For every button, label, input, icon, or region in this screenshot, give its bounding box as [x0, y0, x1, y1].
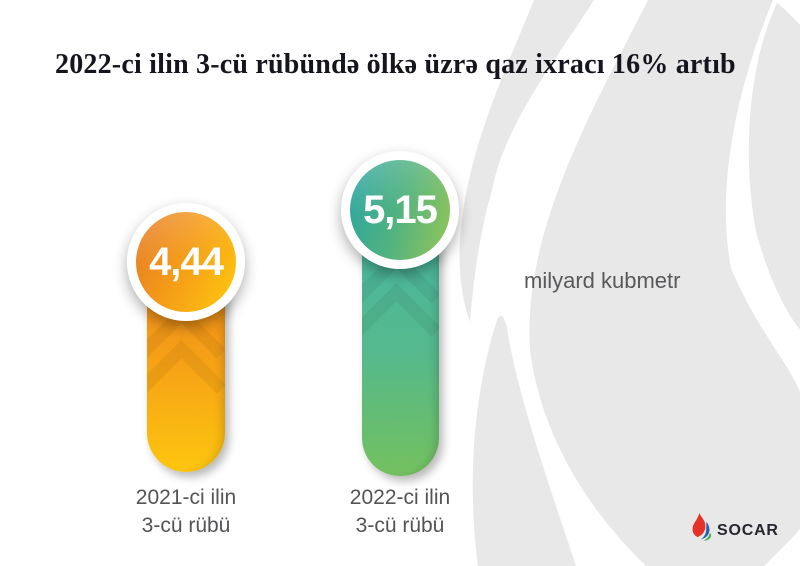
bar-label-2022-line2: 3-cü rübü: [355, 514, 445, 537]
flame-petal-left-blob: [472, 315, 576, 566]
bar-label-2021: 2021-ci ilin 3-cü rübü: [86, 484, 286, 540]
flame-petal-left-sliver: [459, 0, 594, 322]
bar-label-2022: 2022-ci ilin 3-cü rübü: [300, 484, 500, 540]
value-2022: 5,15: [363, 187, 438, 232]
value-bubble-2022: 5,15: [341, 151, 459, 269]
value-2021: 4,44: [149, 239, 224, 284]
bar-label-2021-line1: 2021-ci ilin: [135, 486, 237, 509]
value-bubble-2021: 4,44: [127, 203, 245, 321]
unit-label: milyard kubmetr: [524, 268, 681, 293]
socar-flame-icon: [692, 513, 712, 541]
bar-label-2021-line2: 3-cü rübü: [141, 514, 231, 537]
socar-logo: SOCAR: [691, 512, 779, 542]
flame-petal-right-crescent: [748, 3, 800, 330]
page-title: 2022-ci ilin 3-cü rübündə ölkə üzrə qaz …: [55, 49, 736, 80]
bar-label-2022-line1: 2022-ci ilin: [349, 486, 451, 509]
socar-wordmark: SOCAR: [717, 522, 779, 539]
flame-petal-middle: [529, 0, 800, 566]
